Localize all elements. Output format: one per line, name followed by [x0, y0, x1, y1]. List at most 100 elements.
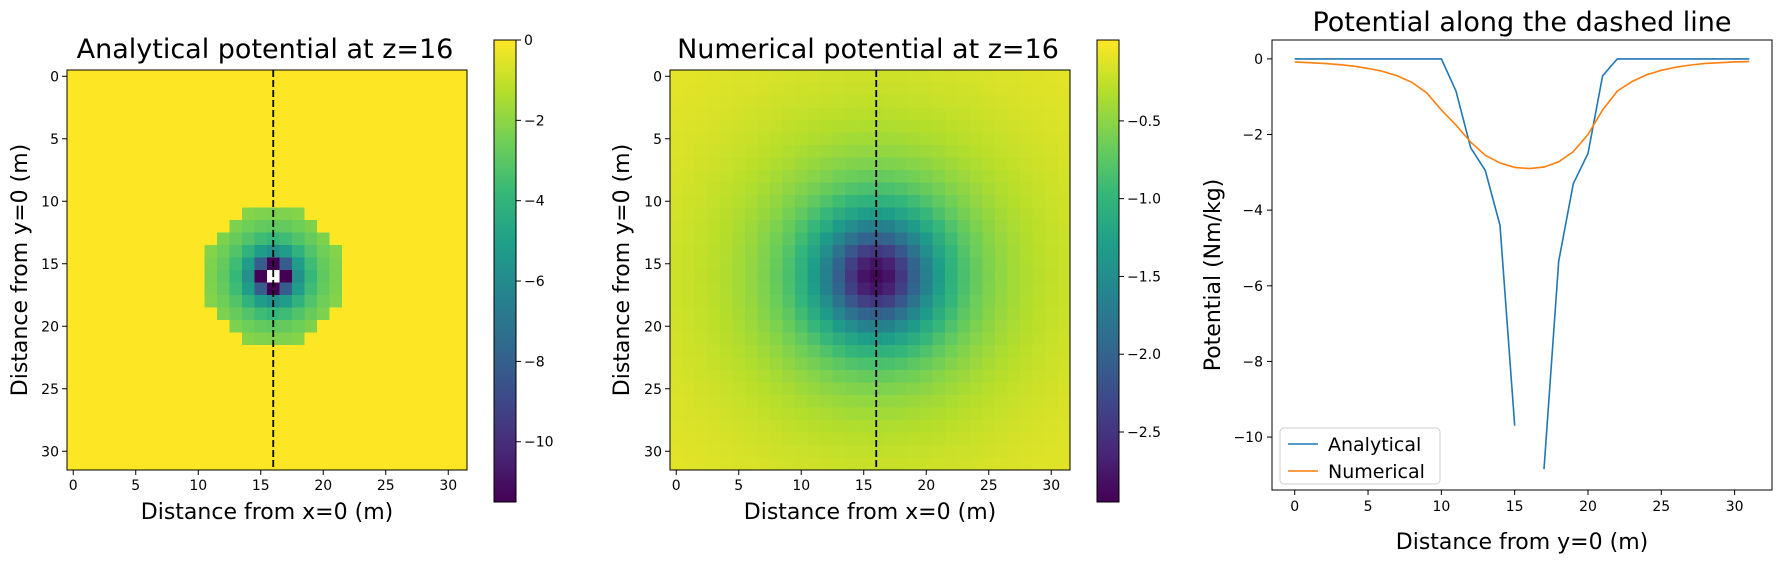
- heatmap-cell: [707, 282, 721, 296]
- heatmap-cell: [404, 420, 418, 433]
- heatmap-cell: [1045, 370, 1058, 383]
- heatmap-cell: [142, 220, 155, 233]
- heatmap-cell: [454, 220, 468, 233]
- heatmap-cell: [757, 357, 771, 371]
- heatmap-cell: [167, 132, 180, 146]
- heatmap-cell: [907, 320, 921, 333]
- heatmap-cell: [217, 432, 230, 446]
- heatmap-cell: [820, 357, 833, 371]
- heatmap-cell: [770, 407, 783, 421]
- heatmap-cell: [845, 332, 858, 346]
- heatmap-cell: [279, 82, 293, 96]
- heatmap-cell: [367, 320, 380, 333]
- heatmap-cell: [454, 182, 468, 196]
- heatmap-cell: [682, 257, 696, 271]
- heatmap-cell: [442, 457, 455, 471]
- heatmap-cell: [192, 157, 205, 171]
- heatmap-cell: [192, 282, 205, 296]
- heatmap-cell: [857, 332, 871, 346]
- heatmap-cell: [317, 407, 330, 421]
- heatmap-cell: [379, 220, 393, 233]
- heatmap-cell: [970, 332, 983, 346]
- heatmap-cell: [454, 207, 468, 221]
- heatmap-cell: [907, 220, 921, 233]
- heatmap-cell: [807, 132, 821, 146]
- heatmap-cell: [192, 382, 205, 396]
- heatmap-cell: [67, 82, 80, 96]
- heatmap-cell: [1007, 157, 1021, 171]
- heatmap-cell: [945, 157, 958, 171]
- heatmap-cell: [442, 245, 455, 258]
- heatmap-cell: [417, 282, 430, 296]
- heatmap-cell: [242, 407, 255, 421]
- heatmap-cell: [154, 132, 168, 146]
- heatmap-cell: [1020, 82, 1033, 96]
- heatmap-cell: [907, 182, 921, 196]
- heatmap-cell: [732, 257, 746, 271]
- x-ticks: 0 5 10 15 20 25 30: [1290, 490, 1744, 515]
- heatmap-cell: [670, 295, 683, 308]
- heatmap-cell: [795, 270, 808, 283]
- heatmap-cell: [442, 120, 455, 133]
- heatmap-cell: [192, 182, 205, 196]
- heatmap-cell: [442, 345, 455, 358]
- heatmap-cell: [442, 70, 455, 83]
- heatmap-cell: [129, 170, 143, 183]
- heatmap-cell: [795, 307, 808, 321]
- heatmap-cell: [454, 270, 468, 283]
- heatmap-cell: [354, 320, 368, 333]
- heatmap-cell: [970, 245, 983, 258]
- heatmap-cell: [1045, 320, 1058, 333]
- heatmap-cell: [204, 95, 218, 108]
- heatmap-cell: [970, 270, 983, 283]
- heatmap-cell: [682, 120, 696, 133]
- heatmap-cell: [670, 232, 683, 246]
- heatmap-cell: [707, 107, 721, 121]
- heatmap-cell: [757, 157, 771, 171]
- heatmap-cell: [454, 107, 468, 121]
- heatmap-cell: [920, 82, 933, 96]
- heatmap-cell: [354, 307, 368, 321]
- heatmap-cell: [67, 307, 80, 321]
- heatmap-cell: [845, 132, 858, 146]
- heatmap-cell: [1057, 145, 1071, 158]
- heatmap-cell: [317, 345, 330, 358]
- heatmap-cell: [695, 345, 708, 358]
- heatmap-cell: [67, 382, 80, 396]
- x-tick-label: 0: [672, 478, 681, 494]
- x-tick-label: 25: [1652, 499, 1670, 515]
- heatmap-cell: [820, 232, 833, 246]
- heatmap-cell: [882, 245, 896, 258]
- heatmap-cells: [670, 70, 1071, 471]
- heatmap-cell: [342, 257, 355, 271]
- heatmap-cell: [167, 370, 180, 383]
- heatmap-cell: [254, 382, 268, 396]
- heatmap-cell: [682, 420, 696, 433]
- heatmap-cell: [995, 407, 1008, 421]
- heatmap-cell: [79, 170, 93, 183]
- heatmap-cell: [279, 332, 293, 346]
- heatmap-cell: [1020, 307, 1033, 321]
- heatmap-cell: [1007, 332, 1021, 346]
- heatmap-cell: [354, 382, 368, 396]
- heatmap-cell: [454, 370, 468, 383]
- heatmap-cell: [67, 120, 80, 133]
- heatmap-cell: [192, 320, 205, 333]
- heatmap-cell: [117, 307, 130, 321]
- heatmap-cell: [995, 432, 1008, 446]
- heatmap-cell: [79, 82, 93, 96]
- heatmap-cell: [1057, 182, 1071, 196]
- heatmap-cell: [92, 220, 105, 233]
- heatmap-cell: [895, 407, 908, 421]
- heatmap-cell: [745, 157, 758, 171]
- heatmap-cell: [670, 332, 683, 346]
- heatmap-cell: [117, 95, 130, 108]
- heatmap-cell: [857, 457, 871, 471]
- heatmap-cell: [845, 307, 858, 321]
- heatmap-cell: [429, 195, 443, 208]
- heatmap-cell: [242, 145, 255, 158]
- heatmap-cell: [342, 457, 355, 471]
- heatmap-cell: [695, 207, 708, 221]
- heatmap-cell: [92, 207, 105, 221]
- heatmap-cell: [920, 295, 933, 308]
